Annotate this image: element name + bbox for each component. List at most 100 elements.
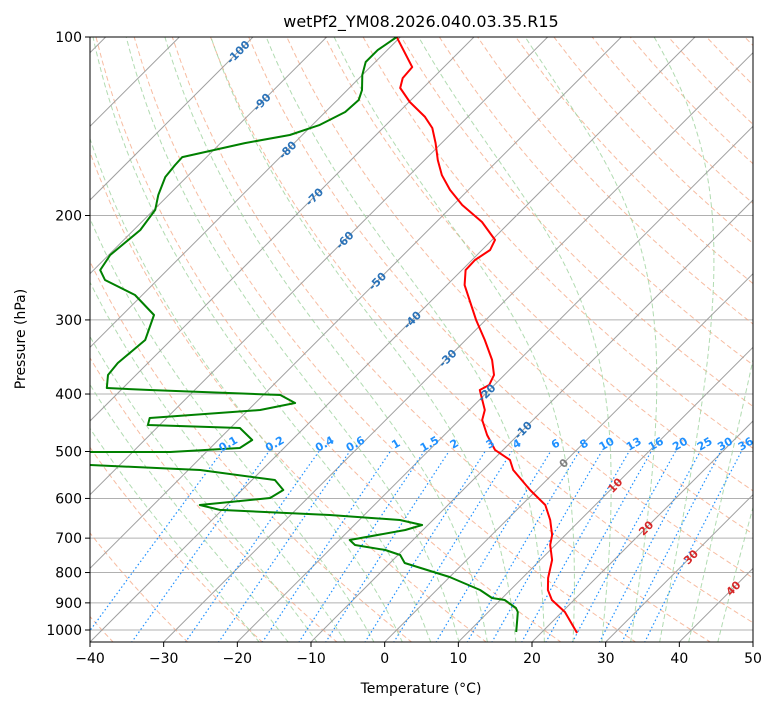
moist-adiabat: [90, 137, 403, 642]
x-tick-label: −30: [149, 651, 179, 667]
isotherm: [310, 199, 753, 642]
dry-adiabat: [553, 37, 753, 244]
isotherm: [162, 51, 753, 642]
y-tick-label: 400: [55, 387, 82, 403]
dry-adiabat: [95, 37, 562, 642]
isotherm: [90, 37, 475, 422]
mixing-ratio-line: [298, 451, 425, 642]
moist-adiabat: [164, 37, 488, 642]
isotherm-label: -100: [224, 38, 253, 67]
plot-frame: [89, 36, 754, 643]
x-tick-label: −20: [223, 651, 253, 667]
mixing-ratio-line: [621, 451, 722, 642]
moist-adiabat: [90, 427, 260, 642]
moist-adiabat: [90, 335, 318, 642]
moist-adiabat: [90, 281, 347, 642]
dry-adiabat: [133, 37, 637, 642]
isotherm: [90, 37, 549, 496]
mixing-ratio-label: 36: [736, 434, 756, 453]
mixing-ratio-label: 10: [597, 434, 617, 453]
mixing-ratio-line: [131, 451, 270, 642]
isotherm-label: -90: [250, 90, 273, 113]
mixing-ratio-line: [325, 451, 450, 642]
isotherm: [90, 37, 622, 570]
dry-adiabat: [90, 356, 338, 642]
mixing-ratio-label: 8: [577, 437, 590, 452]
mixing-ratio-line: [184, 451, 320, 642]
moist-adiabat: [653, 37, 715, 642]
moist-adiabat: [688, 357, 753, 642]
moist-adiabat: [265, 37, 545, 642]
y-tick-label: 300: [55, 313, 82, 329]
moist-adiabat: [418, 37, 612, 642]
isotherm: [752, 641, 753, 642]
temperature-profile: [395, 37, 578, 634]
dry-adiabat: [668, 37, 753, 126]
moist-adiabat: [717, 505, 753, 642]
y-tick-label: 800: [55, 566, 82, 582]
moist-adiabat: [90, 383, 289, 642]
mixing-ratio-line: [261, 451, 391, 642]
moist-adiabat: [333, 37, 575, 642]
dry-adiabat: [171, 37, 712, 642]
mixing-ratio-line: [545, 451, 652, 642]
y-tick-label: 100: [55, 30, 82, 46]
isotherm: [90, 37, 254, 201]
mixing-ratio-line: [644, 451, 742, 642]
axes: −40 −30 −20 −10 0 10 20 30 40 50 100 200 300 400 500 60…: [46, 30, 762, 667]
y-tick-label: 1000: [46, 623, 82, 639]
dry-adiabat: [90, 260, 413, 642]
isotherm: [90, 37, 328, 275]
mixing-ratio-line: [90, 451, 223, 632]
dry-adiabat: [90, 532, 189, 642]
isotherm: [531, 420, 753, 642]
dry-adiabat: [248, 37, 753, 579]
x-tick-label: 0: [380, 651, 389, 667]
dewpoint-profile: [90, 37, 519, 633]
x-tick-label: 30: [597, 651, 615, 667]
mixing-ratio-line: [598, 451, 701, 642]
moist-adiabat: [90, 217, 375, 642]
isotherm: [383, 272, 753, 642]
dry-adiabat: [438, 37, 753, 366]
moist-adiabat: [210, 37, 517, 642]
dry-adiabat: [706, 37, 753, 86]
isotherm-label: -70: [303, 185, 326, 208]
x-tick-label: 20: [523, 651, 541, 667]
background-lines: [90, 37, 753, 642]
y-axis-label: Pressure (hPa): [13, 289, 29, 389]
profiles: [90, 37, 578, 634]
mixing-ratio-line: [393, 451, 513, 642]
mixing-ratio-line: [218, 451, 351, 642]
mixing-ratio-line: [571, 451, 677, 642]
dry-adiabat: [210, 37, 753, 624]
moist-adiabat: [524, 37, 658, 642]
x-tick-label: −10: [296, 651, 326, 667]
isotherm-label: -80: [276, 138, 299, 161]
mixing-ratio-line: [364, 451, 486, 642]
chart-title: wetPf2_YM08.2026.040.03.35.R15: [283, 12, 558, 32]
dry-adiabat: [591, 37, 753, 205]
y-tick-label: 700: [55, 531, 82, 547]
y-tick-label: 500: [55, 444, 82, 460]
dry-adiabat: [515, 37, 753, 285]
mixing-ratio-line: [435, 451, 552, 642]
isotherm: [457, 346, 753, 642]
y-tick-label: 900: [55, 596, 82, 612]
isotherm: [236, 125, 753, 642]
x-tick-label: 50: [744, 651, 762, 667]
mixing-ratio-line: [521, 451, 630, 642]
isotherm: [90, 37, 401, 349]
y-tick-label: 200: [55, 209, 82, 225]
y-tick-label: 600: [55, 491, 82, 507]
mixing-ratio-label: 20: [670, 434, 690, 453]
dry-adiabat: [744, 37, 753, 47]
mixing-ratio-label: 25: [695, 435, 715, 454]
isotherm: [604, 493, 753, 642]
mixing-ratio-label: 1: [389, 437, 402, 452]
dry-adiabat: [400, 37, 753, 408]
x-tick-label: 40: [670, 651, 688, 667]
dry-adiabat: [90, 446, 263, 642]
dry-adiabat: [324, 37, 753, 492]
